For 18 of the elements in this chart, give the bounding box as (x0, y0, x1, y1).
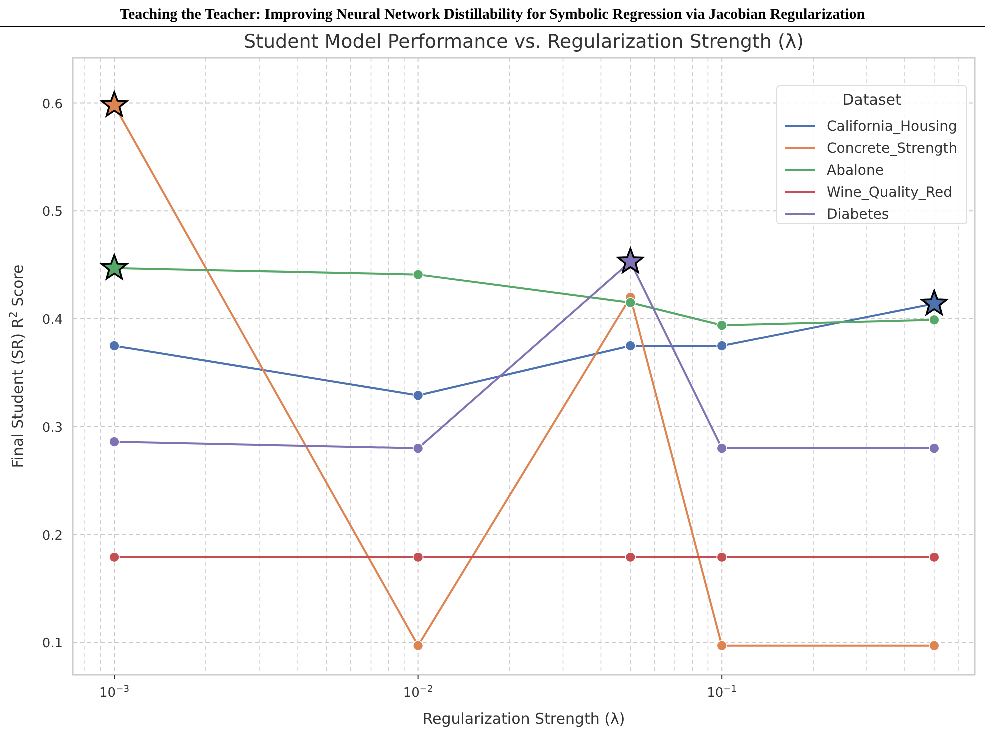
text: Teaching the Teacher: Improving Neural Network Distillability for Symbolic Regression via Jacobian Regularization (120, 7, 866, 23)
legend-label: Abalone (827, 163, 884, 179)
y-tick-label: 0.2 (42, 528, 63, 544)
x-tick-label: 10$^{−1}$ (707, 685, 738, 701)
y-tick-label: 0.5 (42, 205, 63, 220)
legend-label: Concrete_Strength (827, 141, 958, 157)
x-tick-label: 10$^{−3}$ (100, 685, 130, 701)
legend-label: Wine_Quality_Red (827, 185, 953, 201)
y-tick-label: 0.1 (42, 636, 63, 652)
x-tick-label: 10$^{−2}$ (403, 685, 434, 701)
y-tick-label: 0.3 (42, 420, 63, 436)
chart-title: Student Model Performance vs. Regularization Strength (λ) (244, 31, 804, 53)
y-tick-label: 0.4 (42, 313, 63, 328)
legend-label: Diabetes (827, 207, 890, 223)
legend-title: Dataset (842, 91, 902, 109)
y-tick-label: 0.6 (42, 97, 63, 112)
x-axis-title: Regularization Strength (λ) (422, 710, 626, 728)
legend-label: California_Housing (827, 119, 958, 135)
